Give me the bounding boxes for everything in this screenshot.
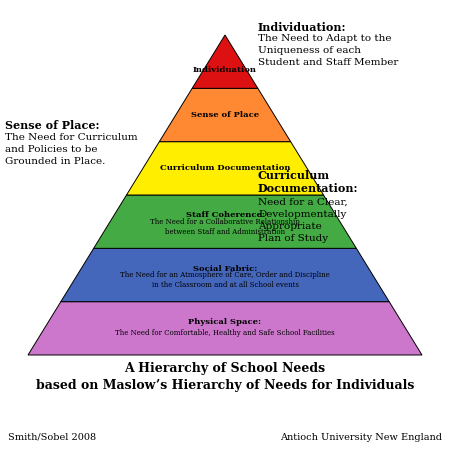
Polygon shape [192, 35, 258, 88]
Text: Sense of Place:: Sense of Place: [5, 120, 99, 131]
Text: Social Fabric:: Social Fabric: [193, 265, 257, 273]
Text: The Need to Adapt to the
Uniqueness of each
Student and Staff Member: The Need to Adapt to the Uniqueness of e… [258, 34, 398, 68]
Polygon shape [126, 142, 324, 195]
Text: Curriculum
Documentation:: Curriculum Documentation: [258, 170, 359, 194]
Text: Individuation: Individuation [193, 66, 257, 74]
Polygon shape [94, 195, 356, 248]
Text: Physical Space:: Physical Space: [189, 318, 261, 326]
Text: The Need for Comfortable, Healthy and Safe School Facilities: The Need for Comfortable, Healthy and Sa… [115, 329, 335, 338]
Polygon shape [28, 302, 422, 355]
Polygon shape [159, 88, 291, 142]
Text: Staff Coherence:: Staff Coherence: [185, 211, 265, 219]
Text: Curriculum Documentation: Curriculum Documentation [160, 164, 290, 172]
Text: Smith/Sobel 2008: Smith/Sobel 2008 [8, 433, 96, 442]
Text: Individuation:: Individuation: [258, 22, 346, 33]
Text: Need for a Clear,
Developmentally
Appropriate
Plan of Study: Need for a Clear, Developmentally Approp… [258, 198, 347, 243]
Text: Antioch University New England: Antioch University New England [280, 433, 442, 442]
Text: The Need for Curriculum
and Policies to be
Grounded in Place.: The Need for Curriculum and Policies to … [5, 133, 138, 166]
Text: The Need for an Atmosphere of Care, Order and Discipline
in the Classroom and at: The Need for an Atmosphere of Care, Orde… [120, 271, 330, 289]
Text: A Hierarchy of School Needs
based on Maslow’s Hierarchy of Needs for Individuals: A Hierarchy of School Needs based on Mas… [36, 362, 414, 392]
Text: Sense of Place: Sense of Place [191, 111, 259, 119]
Text: The Need for a Collaborative Relationship
between Staff and Administration: The Need for a Collaborative Relationshi… [150, 218, 300, 236]
Polygon shape [61, 248, 389, 302]
